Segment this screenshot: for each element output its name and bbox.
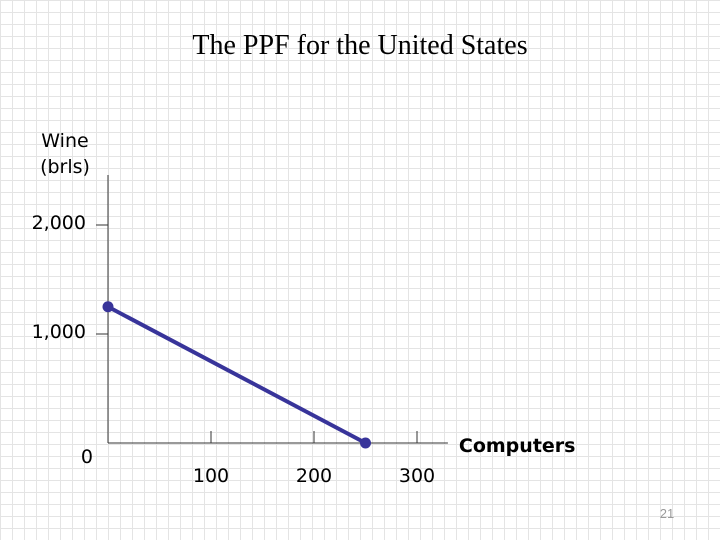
x-tick-label: 300 [398, 465, 436, 487]
chart-title: The PPF for the United States [192, 30, 528, 61]
ppf-point [360, 437, 371, 449]
y-tick-label: 1,000 [31, 321, 86, 343]
y-axis-label: Wine (brls) [40, 130, 90, 178]
origin-label: 0 [80, 446, 93, 468]
x-tick-label: 200 [295, 465, 333, 487]
ppf-point [102, 301, 114, 313]
slide-number: 21 [659, 506, 675, 521]
x-tick-label: 100 [192, 465, 230, 487]
x-axis-label: Computers [458, 435, 576, 457]
y-tick-label: 2,000 [31, 212, 86, 234]
ppf-line [107, 304, 367, 445]
